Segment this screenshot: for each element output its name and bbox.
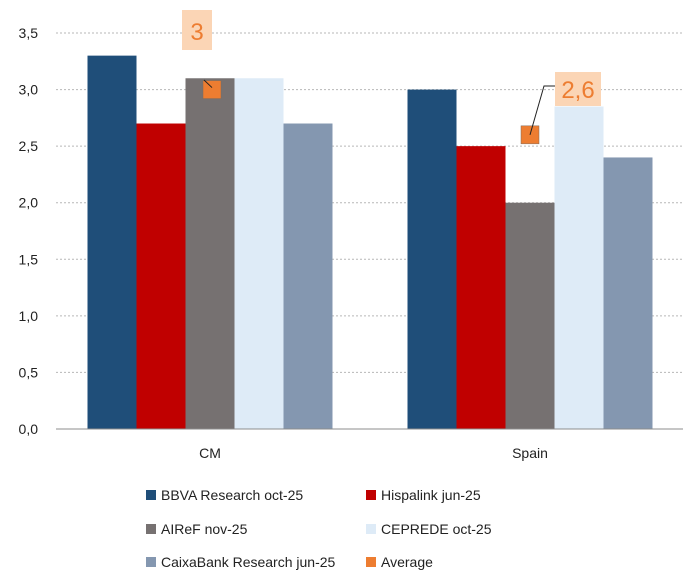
y-tick-label: 0,5 (19, 364, 39, 380)
legend-label: Hispalink jun-25 (381, 487, 481, 503)
legend-label: BBVA Research oct-25 (161, 487, 303, 503)
callout-leader (529, 85, 555, 135)
y-tick-label: 3,0 (19, 82, 39, 98)
bar (136, 123, 186, 429)
callout-box (182, 10, 212, 50)
legend-swatch (146, 490, 156, 500)
y-tick-label: 1,5 (19, 251, 39, 267)
bar (554, 106, 604, 430)
y-tick-label: 2,0 (19, 195, 39, 211)
legend-swatch (366, 557, 376, 567)
average-marker (202, 80, 222, 99)
y-tick-label: 0,0 (19, 421, 39, 437)
legend-swatch (366, 524, 376, 534)
x-category-label: Spain (512, 445, 548, 461)
bar (407, 89, 457, 430)
y-tick-label: 3,5 (19, 25, 39, 41)
average-callout-label: 3 (190, 19, 203, 46)
bar (283, 123, 333, 429)
average-callout-label: 2,6 (561, 77, 594, 104)
legend-swatch (146, 524, 156, 534)
legend-label: AIReF nov-25 (161, 521, 248, 537)
callout-leader (203, 79, 213, 88)
bar (87, 55, 137, 429)
legend-label: CEPREDE oct-25 (381, 521, 492, 537)
average-marker (520, 125, 540, 145)
bar (603, 157, 653, 429)
legend-swatch (366, 490, 376, 500)
y-tick-label: 1,0 (19, 308, 39, 324)
bar (456, 146, 506, 429)
callout-box (555, 72, 601, 106)
legend-label: Average (381, 554, 433, 570)
bar (185, 78, 235, 429)
legend-label: CaixaBank Research jun-25 (161, 554, 336, 570)
bar (234, 78, 284, 429)
y-tick-label: 2,5 (19, 138, 39, 154)
legend-swatch (146, 557, 156, 567)
x-category-label: CM (199, 445, 221, 461)
bar (505, 202, 555, 429)
